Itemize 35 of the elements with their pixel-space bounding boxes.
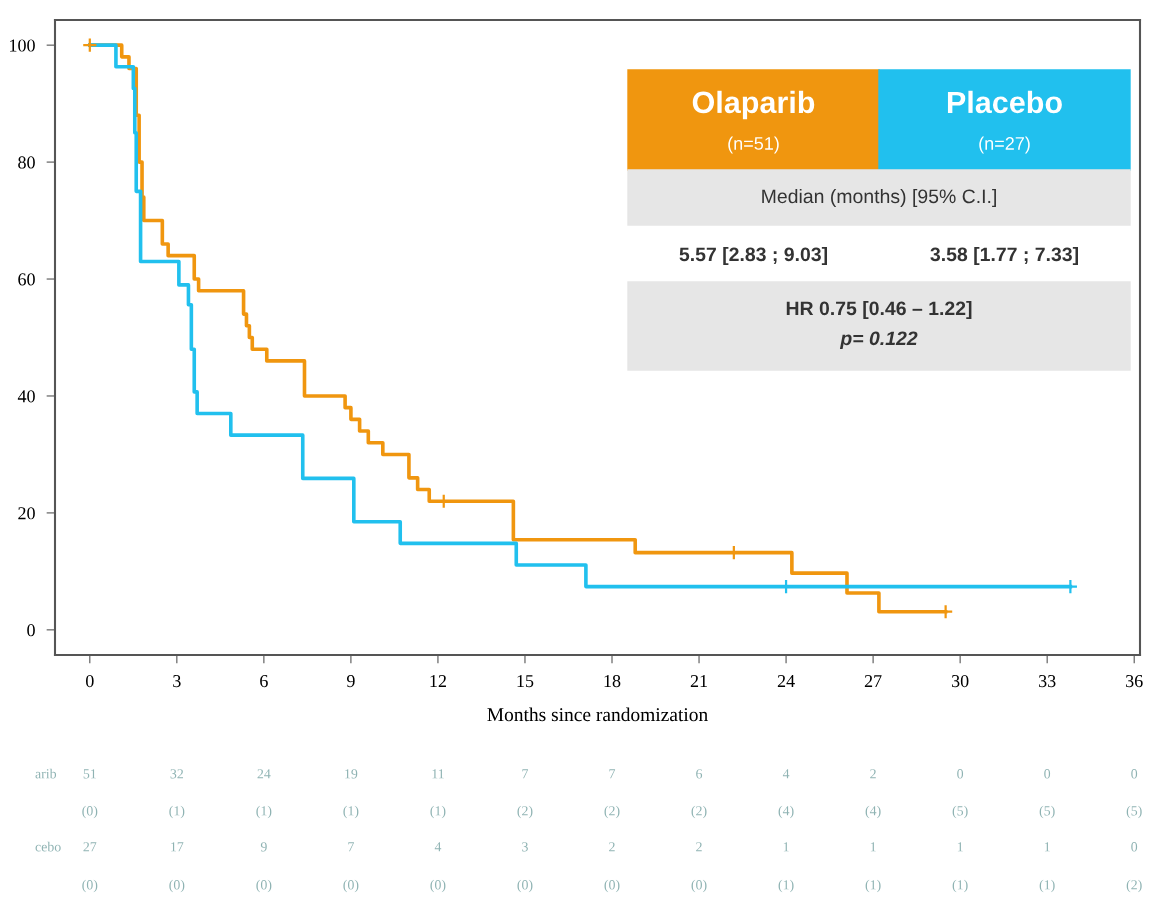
y-tick-label: 0 [27, 624, 35, 637]
x-axis-title: Months since randomization [487, 707, 708, 722]
annotation: (n=51) [728, 136, 779, 154]
x-tick-label: 33 [1039, 675, 1056, 688]
text: (0) (1) (1) (1) (1) (2) (2) (2) (4) (4) (5) (5) (5) [82, 805, 1142, 819]
y-tick-label: 20 [18, 507, 35, 520]
x-tick-label: 24 [777, 675, 795, 687]
y-tick-label: 40 [17, 390, 35, 403]
x-tick-label: 6 [260, 675, 268, 688]
x-tick-label: 36 [1126, 675, 1143, 688]
text: arib [35, 768, 57, 779]
annotation: (n=27) [979, 136, 1030, 154]
x-tick-label: 18 [604, 674, 621, 688]
annotation: 3.58 [1.77 ; 7.33] [930, 246, 1078, 266]
annotation: p= 0.122 [839, 331, 918, 350]
x-tick-label: 27 [864, 675, 882, 687]
text: 27 17 9 7 4 3 2 2 1 1 1 1 0 [83, 842, 1138, 852]
annotation: Median (months) [95% C.I.] [762, 188, 996, 208]
x-tick-label: 0 [85, 674, 94, 688]
text: (0) (0) (0) (0) (0) (0) (0) (0) (1) (1) (1) (1) (2) [82, 879, 1142, 893]
x-tick-label: 21 [690, 675, 707, 687]
x-tick-label: 3 [173, 675, 181, 688]
annotation: HR 0.75 [0.46 – 1.22] [786, 300, 972, 320]
text: cebo [35, 841, 61, 852]
annotation: 5.57 [2.83 ; 9.03] [679, 246, 827, 266]
text: Placebo [947, 90, 1062, 114]
x-tick-label: 30 [951, 674, 969, 688]
y-tick-label: 60 [18, 273, 35, 286]
text: 51 32 24 19 11 7 7 6 4 2 0 0 0 [83, 769, 1138, 779]
y-tick-label: 100 [10, 39, 35, 52]
x-tick-label: 12 [430, 675, 446, 687]
x-tick-label: 15 [517, 675, 534, 688]
x-tick-label: 9 [346, 675, 355, 688]
text: Olaparib [692, 90, 815, 120]
y-tick-label: 80 [18, 156, 35, 169]
